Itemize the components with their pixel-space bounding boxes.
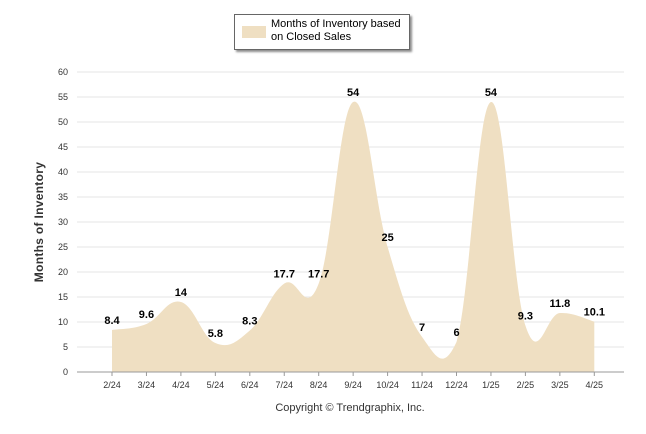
x-tick-label: 9/24 <box>344 380 362 390</box>
y-tick-label: 20 <box>58 267 68 277</box>
data-label: 6 <box>453 327 459 339</box>
data-label: 7 <box>419 322 425 334</box>
y-tick-label: 30 <box>58 217 68 227</box>
data-label: 11.8 <box>549 298 570 310</box>
y-tick-label: 35 <box>58 192 68 202</box>
data-label: 25 <box>381 232 393 244</box>
area-series <box>112 101 595 372</box>
legend-label: Months of Inventory based on Closed Sale… <box>271 18 401 43</box>
y-tick-label: 5 <box>63 342 68 352</box>
x-tick-label: 4/24 <box>172 380 190 390</box>
data-label: 8.3 <box>242 316 257 328</box>
data-label: 54 <box>485 87 498 99</box>
x-tick-label: 3/24 <box>138 380 156 390</box>
x-tick-label: 4/25 <box>586 380 604 390</box>
data-label: 14 <box>175 287 188 299</box>
x-tick-labels: 2/24 3/24 4/24 5/24 6/24 7/24 8/24 9/24 10/24 11/… <box>103 372 603 390</box>
data-labels: 8.4 9.6 14 5.8 8.3 17.7 17.7 54 25 7 6 54 9.3 11.8 10.… <box>104 87 605 340</box>
y-tick-label: 10 <box>58 317 68 327</box>
legend-swatch <box>242 26 266 38</box>
data-label: 9.3 <box>518 311 533 323</box>
x-tick-label: 2/25 <box>517 380 535 390</box>
x-tick-label: 11/24 <box>411 380 433 390</box>
y-tick-label: 50 <box>58 117 68 127</box>
y-tick-label: 15 <box>58 292 68 302</box>
x-tick-label: 6/24 <box>241 380 259 390</box>
data-label: 10.1 <box>584 307 605 319</box>
data-label: 9.6 <box>139 309 154 321</box>
x-tick-label: 12/24 <box>445 380 468 390</box>
data-label: 17.7 <box>274 269 295 281</box>
data-label: 5.8 <box>208 328 223 340</box>
y-tick-label: 40 <box>58 167 68 177</box>
data-label: 8.4 <box>104 315 120 327</box>
y-axis-title: Months of Inventory <box>32 161 46 283</box>
x-tick-label: 10/24 <box>376 380 399 390</box>
x-tick-label: 1/25 <box>482 380 500 390</box>
y-tick-labels: 0 5 10 15 20 25 30 35 40 45 50 55 60 <box>58 67 68 377</box>
copyright-text: Copyright © Trendgraphix, Inc. <box>275 402 425 414</box>
data-label: 54 <box>347 87 360 99</box>
x-tick-label: 8/24 <box>310 380 328 390</box>
x-tick-label: 5/24 <box>207 380 225 390</box>
y-tick-label: 55 <box>58 92 68 102</box>
legend: Months of Inventory based on Closed Sale… <box>234 14 410 50</box>
y-tick-label: 25 <box>58 242 68 252</box>
data-label: 17.7 <box>308 269 329 281</box>
y-tick-label: 0 <box>63 367 68 377</box>
x-tick-label: 2/24 <box>103 380 121 390</box>
y-tick-label: 45 <box>58 142 68 152</box>
x-tick-label: 7/24 <box>275 380 293 390</box>
y-tick-label: 60 <box>58 67 68 77</box>
x-tick-label: 3/25 <box>551 380 569 390</box>
